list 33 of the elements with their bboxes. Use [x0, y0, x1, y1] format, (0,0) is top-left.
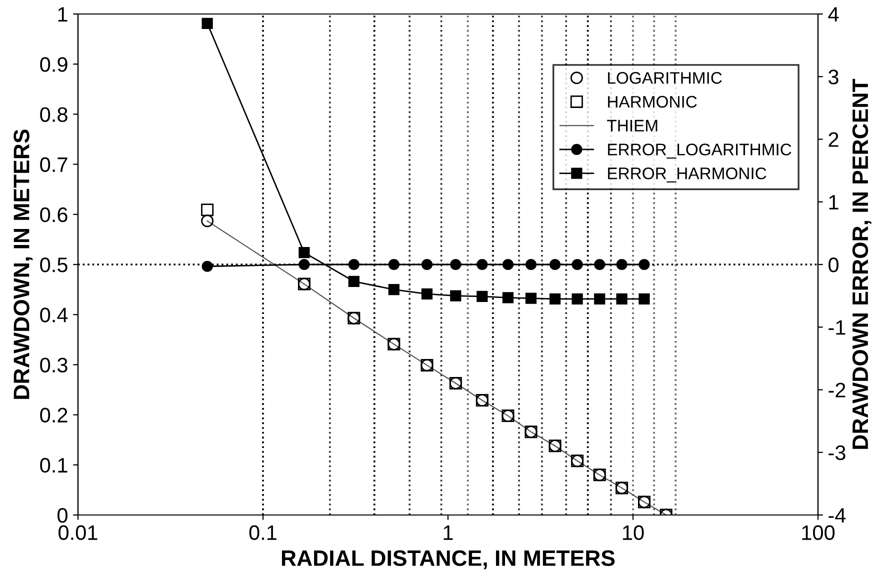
- x-tick-label: 10: [623, 525, 644, 540]
- x-tick-label: 100: [802, 525, 835, 540]
- y2-tick-label: 0: [828, 258, 838, 272]
- x-axis-title: RADIAL DISTANCE, IN METERS: [282, 550, 615, 570]
- legend-label: HARMONIC: [608, 96, 697, 108]
- y-tick-label: 0.3: [40, 358, 68, 372]
- x-tick-label: 0.01: [58, 525, 98, 540]
- y-tick-label: 0.9: [40, 57, 68, 72]
- y2-tick-label: 3: [828, 70, 838, 84]
- y-tick-label: 0.2: [40, 408, 68, 423]
- y2-tick-label: -3: [828, 445, 846, 460]
- y2-tick-label: 1: [829, 195, 838, 210]
- y2-axis-title: DRAWDOWN ERROR, IN PERCENT: [852, 78, 872, 449]
- y2-tick-label: -4: [828, 508, 846, 523]
- legend-label: ERROR_LOGARITHMIC: [608, 144, 792, 159]
- x-tick-label: 1: [444, 525, 453, 540]
- legend-label: THIEM: [607, 120, 658, 132]
- y-axis-title: DRAWDOWN, IN METERS: [14, 130, 33, 399]
- y2-tick-label: 4: [828, 7, 839, 22]
- y-tick-label: 0.1: [40, 458, 68, 473]
- y-tick-label: 0.7: [40, 157, 68, 172]
- legend-label: LOGARITHMIC: [608, 72, 722, 84]
- y2-tick-label: -2: [828, 382, 846, 398]
- y-tick-label: 0: [58, 508, 68, 523]
- y-tick-label: 0.8: [40, 107, 68, 122]
- legend-label: ERROR_HARMONIC: [608, 168, 766, 182]
- y-tick-label: 0.6: [40, 207, 68, 222]
- y2-tick-label: 2: [828, 132, 838, 147]
- y2-tick-label: -1: [828, 320, 846, 335]
- y-tick-label: 1: [58, 7, 68, 22]
- y-tick-label: 0.5: [40, 258, 68, 272]
- y-tick-label: 0.4: [40, 308, 68, 322]
- x-tick-label: 0.1: [249, 525, 276, 540]
